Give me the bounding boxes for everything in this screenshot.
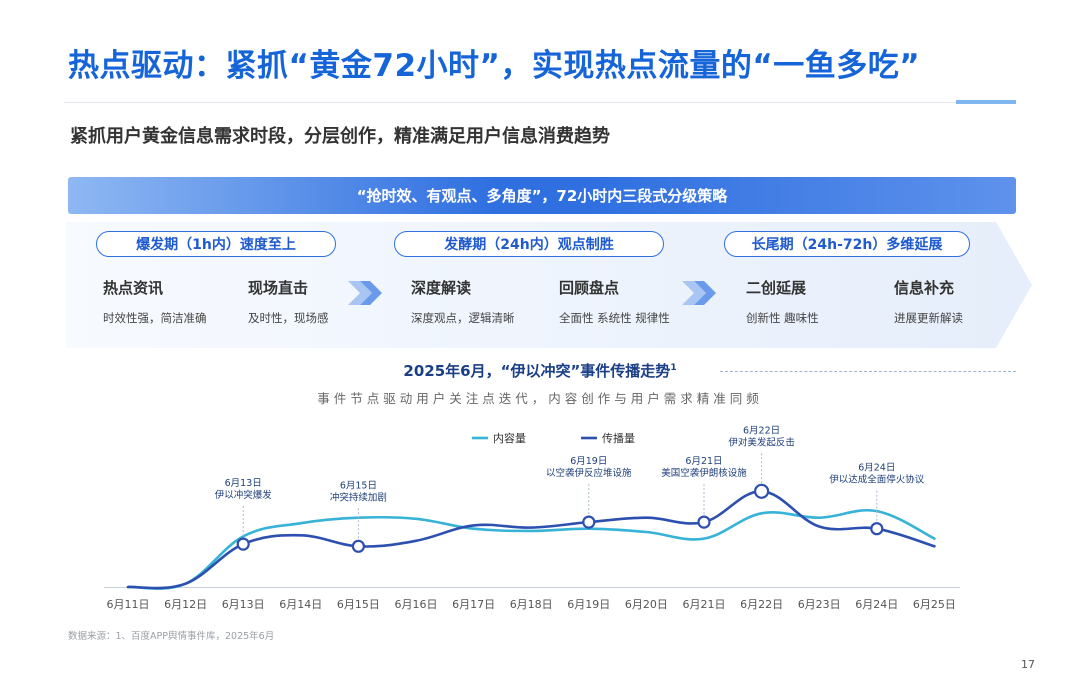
x-tick-label: 6月12日: [164, 598, 207, 611]
annotation-label: 以空袭伊反应堆设施: [546, 467, 632, 479]
chevron-right-icon: [682, 281, 716, 305]
x-tick-label: 6月21日: [683, 598, 726, 611]
legend-label: 传播量: [602, 431, 635, 445]
annotation-label: 冲突持续加剧: [330, 491, 387, 503]
x-tick-label: 6月18日: [510, 598, 553, 611]
annotation-label: 6月15日: [340, 480, 377, 491]
stage-item-desc: 深度观点，逻辑清晰: [411, 311, 515, 325]
chart-title: 2025年6月，“伊以冲突”事件传播走势1: [0, 360, 1080, 381]
event-marker: [236, 537, 250, 551]
stage-item-title: 深度解读: [411, 279, 472, 297]
stage-item-title: 现场直击: [248, 279, 309, 297]
page-title: 热点驱动：紧抓“黄金72小时”，实现热点流量的“一鱼多吃”: [68, 48, 921, 84]
page-subtitle: 紧抓用户黄金信息需求时段，分层创作，精准满足用户信息消费趋势: [70, 126, 610, 147]
stage-item-desc: 进展更新解读: [894, 311, 963, 325]
chart-title-text: 2025年6月，“伊以冲突”事件传播走势: [403, 362, 671, 380]
chart-subtitle: 事件节点驱动用户关注点迭代，内容创作与用户需求精准同频: [317, 391, 763, 406]
stage-item-desc: 创新性 趣味性: [746, 311, 819, 325]
annotation-label: 美国空袭伊朗核设施: [661, 467, 747, 479]
data-source-note: 数据来源：1、百度APP舆情事件库，2025年6月: [68, 631, 275, 642]
stage-pill-ferment: 发酵期（24h内）观点制胜: [394, 231, 664, 257]
annotation-label: 伊以达成全面停火协议: [829, 474, 925, 486]
stage-item-desc: 全面性 系统性 规律性: [559, 311, 670, 325]
x-tick-label: 6月23日: [798, 598, 841, 611]
stage-item-title: 热点资讯: [103, 279, 164, 297]
chart-title-footnote: 1: [670, 363, 677, 373]
x-tick-label: 6月24日: [855, 598, 898, 611]
x-tick-label: 6月11日: [107, 598, 150, 611]
chevron-right-icon: [348, 281, 382, 305]
x-tick-label: 6月15日: [337, 598, 380, 611]
stage-item-title: 信息补充: [894, 279, 955, 297]
x-tick-label: 6月20日: [625, 598, 668, 611]
event-marker: [351, 539, 365, 553]
annotation-label: 伊以冲突爆发: [215, 489, 273, 501]
stage-pill-burst: 爆发期（1h内）速度至上: [96, 231, 336, 257]
x-tick-label: 6月17日: [452, 598, 495, 611]
strategy-banner: “抢时效、有观点、多角度”，72小时内三段式分级策略: [68, 177, 1016, 214]
annotation-label: 伊对美发起反击: [728, 436, 795, 448]
x-tick-label: 6月13日: [222, 598, 265, 611]
legend-label: 内容量: [493, 431, 526, 445]
event-marker: [753, 483, 770, 499]
x-tick-label: 6月16日: [395, 598, 438, 611]
event-marker: [870, 522, 884, 536]
title-accent-bar: [956, 100, 1016, 104]
x-tick-label: 6月14日: [279, 598, 322, 611]
stage-item-desc: 时效性强，简洁准确: [103, 311, 207, 325]
event-marker: [697, 515, 711, 529]
annotation-label: 6月21日: [685, 456, 722, 467]
title-divider: [64, 102, 1014, 103]
stage-item-title: 回顾盘点: [559, 279, 620, 297]
x-tick-label: 6月19日: [567, 598, 610, 611]
stage-pill-longtail: 长尾期（24h-72h）多维延展: [724, 231, 970, 257]
page-number: 17: [1021, 658, 1035, 671]
x-tick-label: 6月25日: [913, 598, 956, 611]
x-tick-label: 6月22日: [740, 598, 783, 611]
annotation-label: 6月19日: [570, 456, 607, 467]
event-marker: [582, 515, 596, 529]
annotation-label: 6月13日: [225, 478, 262, 489]
series-line-spread-volume: [126, 489, 936, 590]
stage-item-desc: 及时性，现场感: [248, 311, 329, 325]
series-line-content-volume: [126, 508, 936, 590]
annotation-label: 6月22日: [743, 425, 780, 436]
chart-title-divider: [720, 371, 1016, 372]
annotation-label: 6月24日: [858, 463, 895, 474]
stage-item-title: 二创延展: [746, 279, 807, 297]
trend-line-chart: 6月11日 6月12日 6月13日 6月14日 6月15日 6月16日 6月17日 6月18日…: [104, 425, 960, 611]
